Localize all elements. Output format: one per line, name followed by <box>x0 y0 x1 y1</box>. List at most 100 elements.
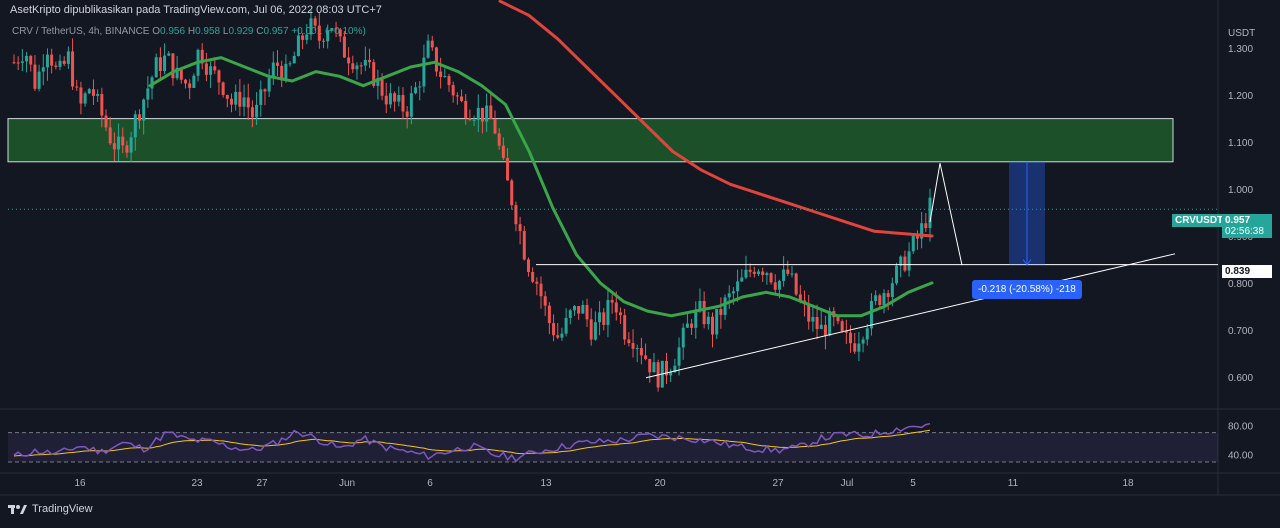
candle-body <box>698 301 702 310</box>
candle-body <box>37 71 41 89</box>
candle-body <box>865 328 869 340</box>
candle-body <box>276 62 280 66</box>
candle-body <box>748 269 752 272</box>
ohlc-legend[interactable]: CRV / TetherUS, 4h, BINANCE O0.956 H0.95… <box>12 26 366 37</box>
candle-body <box>418 86 422 88</box>
close-label: C <box>256 26 264 37</box>
candle-body <box>71 51 75 87</box>
candle-body <box>497 133 501 146</box>
candle-body <box>480 107 484 122</box>
candle-body <box>359 65 363 67</box>
time-tick-label: 11 <box>1008 478 1019 489</box>
time-tick-label: 5 <box>910 478 916 489</box>
candle-body <box>460 96 464 101</box>
rsi-line <box>13 422 931 463</box>
open-label: O <box>152 26 161 37</box>
candle-body <box>535 281 539 284</box>
candle-body <box>288 63 292 65</box>
candle-body <box>117 136 121 150</box>
candle-body <box>129 137 133 153</box>
candle-body <box>41 67 45 72</box>
candle-body <box>593 322 597 340</box>
time-tick-label: 20 <box>654 478 666 489</box>
candle-body <box>66 51 70 64</box>
candle-body <box>62 60 66 64</box>
candle-body <box>928 197 932 229</box>
candle-body <box>526 259 530 272</box>
candle-body <box>493 119 497 134</box>
candle-body <box>522 231 526 260</box>
price-tick-label: 0.600 <box>1228 373 1253 384</box>
candle-body <box>598 312 602 323</box>
candle-body <box>794 273 798 295</box>
candle-body <box>363 59 367 66</box>
candle-body <box>292 56 296 64</box>
candle-body <box>188 83 192 88</box>
candle-body <box>355 65 359 70</box>
candle-body <box>322 40 326 42</box>
time-tick-label: 6 <box>427 478 433 489</box>
publisher-text: AsetKripto dipublikasikan pada TradingVi… <box>10 4 382 16</box>
candle-body <box>16 62 20 64</box>
candle-body <box>259 89 263 105</box>
candle-body <box>589 319 593 340</box>
candle-body <box>715 309 719 335</box>
candle-body <box>175 67 179 79</box>
candle-body <box>451 85 455 96</box>
candle-body <box>886 293 890 297</box>
candle-body <box>209 66 213 75</box>
candle-body <box>723 297 727 315</box>
price-tick-label: 1.200 <box>1228 91 1253 102</box>
candle-body <box>255 104 259 118</box>
candle-body <box>610 300 614 303</box>
candle-body <box>347 57 351 64</box>
candle-body <box>895 265 899 284</box>
candle-body <box>242 97 246 107</box>
candle-body <box>284 63 288 81</box>
candle-body <box>489 105 493 120</box>
candle-body <box>568 310 572 318</box>
price-tick-label: 0.700 <box>1228 326 1253 337</box>
candle-body <box>501 145 505 159</box>
ema-slow-line <box>498 0 934 238</box>
symbol-line: CRV / TetherUS, 4h, BINANCE <box>12 26 150 37</box>
price-unit-label: USDT <box>1228 28 1255 39</box>
candle-body <box>807 304 811 322</box>
candle-body <box>104 115 108 128</box>
price-tick-label: 1.000 <box>1228 185 1253 196</box>
candle-body <box>485 105 489 122</box>
candle-body <box>133 114 137 138</box>
candle-body <box>112 143 116 150</box>
candle-body <box>849 332 853 344</box>
candle-body <box>414 87 418 94</box>
candle-body <box>560 333 564 338</box>
candle-body <box>33 64 37 89</box>
ema-fast-line <box>148 56 934 318</box>
candle-body <box>409 93 413 117</box>
candle-body <box>685 323 689 328</box>
candle-body <box>464 100 468 119</box>
candle-body <box>547 305 551 324</box>
candle-body <box>334 28 338 30</box>
high-label: H <box>187 26 196 37</box>
candle-body <box>200 49 204 64</box>
time-tick-label: 27 <box>256 478 268 489</box>
candle-body <box>539 283 543 297</box>
candle-body <box>330 28 334 31</box>
candle-body <box>79 87 83 104</box>
candle-body <box>380 78 384 96</box>
footer-logo[interactable]: TradingView <box>8 503 93 515</box>
candle-body <box>296 35 300 57</box>
candle-body <box>238 91 242 107</box>
candle-body <box>137 114 141 121</box>
candle-body <box>736 281 740 292</box>
candle-body <box>25 55 29 62</box>
candle-body <box>644 355 648 359</box>
candle-body <box>372 62 376 86</box>
candle-body <box>142 99 146 121</box>
candle-body <box>681 327 685 348</box>
candle-body <box>125 145 129 153</box>
countdown-value: 02:56:38 <box>1225 226 1264 237</box>
price-tick-label: 0.800 <box>1228 279 1253 290</box>
candle-body <box>439 71 443 77</box>
